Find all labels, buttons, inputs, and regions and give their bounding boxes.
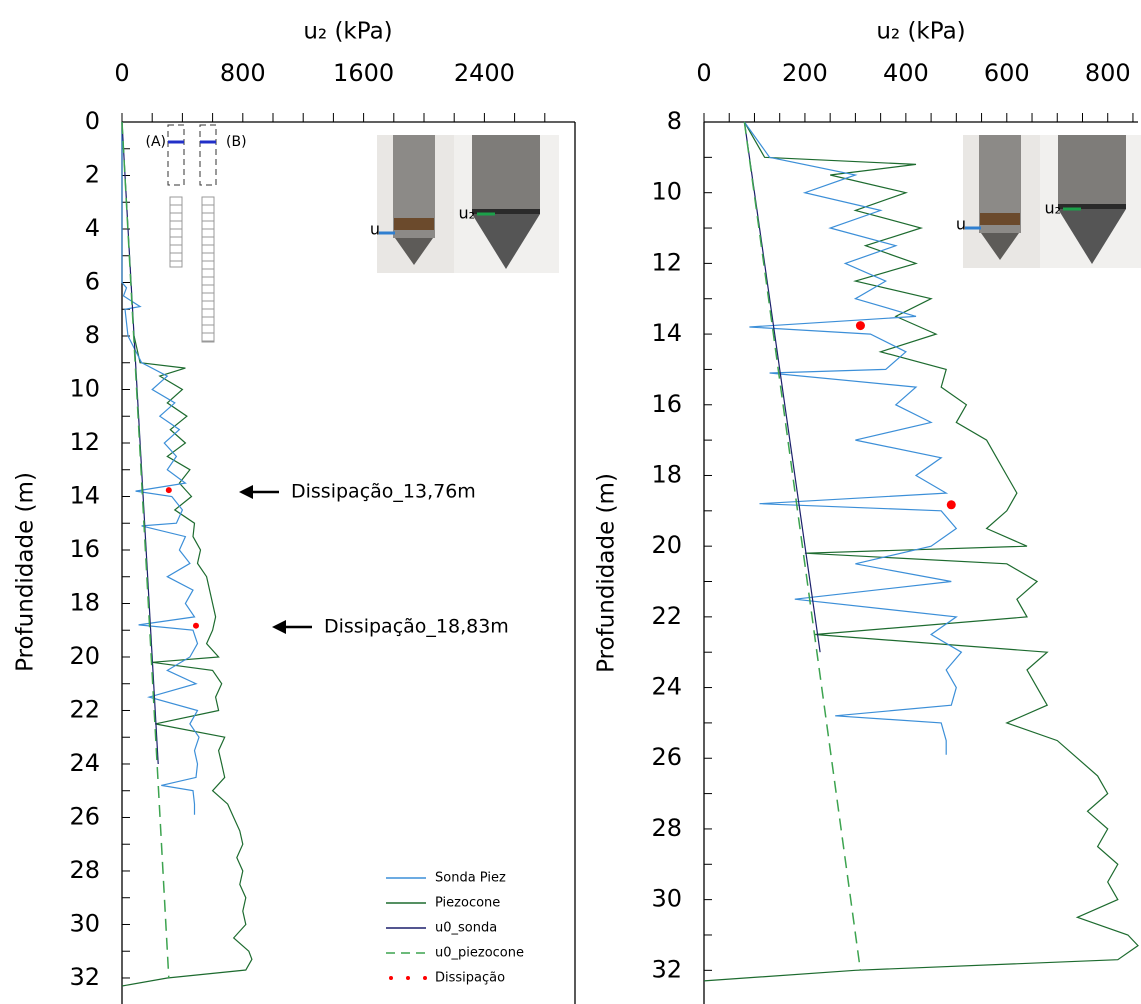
series-line bbox=[743, 121, 862, 971]
y-tick-label: 20 bbox=[69, 642, 100, 670]
y-tick-label: 20 bbox=[651, 531, 682, 559]
series-line bbox=[703, 121, 1139, 982]
x-tick-label: 0 bbox=[114, 59, 129, 87]
x-tick-label: 200 bbox=[782, 59, 828, 87]
x-tick-label: 800 bbox=[220, 59, 266, 87]
y-tick-label: 14 bbox=[69, 481, 100, 509]
probe-a-tip bbox=[981, 233, 1019, 260]
legend-label: Sonda Piez bbox=[435, 871, 506, 886]
y-tick-label: 18 bbox=[651, 460, 682, 488]
y-tick-label: 8 bbox=[85, 321, 100, 349]
photo-label: u bbox=[956, 215, 966, 234]
x-tick-label: 400 bbox=[883, 59, 929, 87]
y-tick-label: 30 bbox=[651, 885, 682, 913]
y-tick-label: 26 bbox=[651, 743, 682, 771]
y-tick-label: 10 bbox=[651, 178, 682, 206]
dissipation-point bbox=[165, 487, 172, 494]
y-tick-label: 16 bbox=[69, 535, 100, 563]
photo-label: u bbox=[370, 220, 380, 239]
panel: u₂ (kPa)Profundidade (m)0 800 1600 24000246… bbox=[13, 19, 576, 1004]
annotation: Dissipação_18,83m bbox=[324, 616, 509, 638]
y-tick-label: 12 bbox=[69, 428, 100, 456]
legend-symbol bbox=[406, 976, 410, 980]
y-tick-label: 28 bbox=[69, 856, 100, 884]
probe-b bbox=[472, 135, 540, 211]
x-tick-label: 800 bbox=[1085, 59, 1131, 87]
y-tick-label: 28 bbox=[651, 814, 682, 842]
series-line bbox=[743, 121, 963, 755]
panel: u₂ (kPa) Profundidade (m) 0 200 400 600 800 8 10… bbox=[594, 19, 1141, 1004]
diagram-label: (B) bbox=[226, 134, 247, 150]
legend-symbol bbox=[389, 976, 393, 980]
series-line bbox=[121, 335, 253, 987]
y-tick-label: 12 bbox=[651, 248, 682, 276]
x-tick-label: 1600 bbox=[333, 59, 394, 87]
legend-symbol bbox=[423, 976, 427, 980]
arrow-head bbox=[272, 620, 286, 634]
arrow-head bbox=[239, 485, 253, 499]
y-tick-label: 32 bbox=[651, 955, 682, 983]
y-tick-label: 8 bbox=[667, 107, 682, 135]
probe-a-tip bbox=[395, 238, 433, 265]
y-tick-label: 32 bbox=[69, 963, 100, 991]
legend-label: u0_sonda bbox=[435, 921, 497, 936]
probe-b-ring bbox=[472, 209, 540, 214]
probe-b bbox=[1058, 135, 1126, 206]
legend-label: Dissipação bbox=[435, 971, 505, 986]
sketch-ladder bbox=[169, 196, 183, 268]
series-line bbox=[121, 122, 200, 815]
y-tick-label: 2 bbox=[85, 160, 100, 188]
probe-a-ring bbox=[980, 213, 1020, 225]
y-tick-label: 30 bbox=[69, 909, 100, 937]
x-axis-label: u₂ (kPa) bbox=[876, 19, 965, 45]
series-line bbox=[121, 121, 170, 979]
probe-b-tip bbox=[472, 214, 540, 269]
photo-label: u₂ bbox=[458, 204, 475, 223]
y-axis-label: Profundidade (m) bbox=[13, 472, 39, 672]
y-tick-label: 24 bbox=[69, 749, 100, 777]
y-tick-label: 18 bbox=[69, 588, 100, 616]
series-line bbox=[743, 121, 821, 653]
x-axis-label: u₂ (kPa) bbox=[303, 19, 392, 45]
y-tick-label: 26 bbox=[69, 802, 100, 830]
y-tick-label: 0 bbox=[85, 107, 100, 135]
sketch-box bbox=[167, 124, 185, 186]
y-tick-label: 14 bbox=[651, 319, 682, 347]
y-tick-label: 10 bbox=[69, 374, 100, 402]
probe-b-tip bbox=[1058, 209, 1126, 264]
series-line bbox=[121, 121, 159, 765]
probe-b-ring bbox=[1058, 204, 1126, 209]
x-tick-label: 2400 bbox=[454, 59, 515, 87]
annotation: Dissipação_13,76m bbox=[291, 481, 476, 503]
sketch-box bbox=[199, 124, 217, 186]
diagram-label: (A) bbox=[145, 134, 166, 150]
y-tick-label: 22 bbox=[651, 602, 682, 630]
dissipation-point bbox=[855, 321, 865, 331]
x-tick-label: 0 bbox=[696, 59, 711, 87]
probe-a-ring bbox=[394, 218, 434, 230]
y-tick-label: 4 bbox=[85, 214, 100, 242]
y-tick-label: 24 bbox=[651, 673, 682, 701]
y-tick-label: 6 bbox=[85, 267, 100, 295]
dissipation-point bbox=[192, 622, 199, 629]
legend-label: Piezocone bbox=[435, 896, 500, 911]
x-tick-label: 600 bbox=[984, 59, 1030, 87]
photo-label: u₂ bbox=[1044, 199, 1061, 218]
y-tick-label: 22 bbox=[69, 695, 100, 723]
y-axis-label: Profundidade (m) bbox=[594, 473, 620, 673]
legend-label: u0_piezocone bbox=[435, 946, 524, 961]
dissipation-point bbox=[946, 500, 956, 510]
y-tick-label: 16 bbox=[651, 390, 682, 418]
